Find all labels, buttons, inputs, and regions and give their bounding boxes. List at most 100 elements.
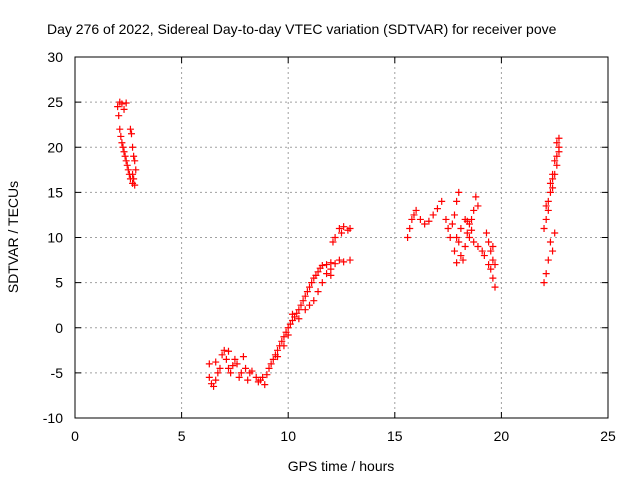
y-tick-label: 0 (55, 320, 63, 336)
data-point (463, 229, 471, 237)
data-point (310, 297, 318, 305)
y-tick-label: 20 (47, 139, 63, 155)
data-point (461, 243, 469, 251)
data-point (455, 188, 463, 196)
data-point (404, 234, 412, 241)
data-point (551, 157, 559, 165)
data-point (118, 139, 126, 147)
grid-layer (75, 57, 608, 418)
y-axis-label: SDTVAR / TECUs (5, 181, 21, 293)
data-point (410, 211, 418, 219)
data-point (306, 283, 314, 291)
y-tick-label: 10 (47, 230, 63, 246)
data-point (323, 270, 331, 278)
data-point (553, 161, 561, 169)
data-point (549, 170, 557, 178)
data-point (491, 283, 499, 291)
data-point (205, 373, 213, 381)
data-point (239, 353, 247, 361)
data-point (225, 347, 233, 355)
data-point (225, 364, 233, 372)
data-point (278, 337, 286, 345)
data-point (235, 373, 243, 381)
y-tick-label: -10 (43, 410, 63, 426)
data-point (114, 103, 122, 111)
data-point (346, 256, 354, 264)
data-point (544, 256, 552, 264)
data-point (274, 353, 282, 361)
data-point (299, 297, 307, 305)
data-point (284, 324, 292, 332)
data-point (117, 132, 125, 140)
data-point (468, 226, 476, 234)
series-segment-2 (205, 223, 354, 390)
y-tick-label: 30 (47, 49, 63, 65)
data-point (205, 360, 213, 368)
data-point (129, 170, 137, 178)
data-point (116, 125, 124, 133)
data-point (546, 179, 554, 187)
data-point (465, 234, 473, 241)
data-point (314, 288, 322, 296)
data-point (340, 258, 348, 266)
data-point (480, 252, 488, 260)
data-point (327, 271, 335, 279)
data-point (485, 261, 493, 269)
data-point (553, 139, 561, 147)
data-point (408, 215, 416, 223)
data-point (438, 197, 446, 205)
data-point (544, 206, 552, 214)
data-point (288, 310, 296, 318)
data-point (489, 256, 497, 264)
data-point (286, 320, 294, 328)
data-point (259, 373, 267, 381)
data-point (303, 288, 311, 296)
data-point (453, 259, 461, 267)
data-point (227, 369, 235, 377)
data-point (122, 157, 130, 165)
data-point (261, 381, 269, 389)
data-point (122, 99, 130, 107)
chart-title: Day 276 of 2022, Sidereal Day-to-day VTE… (47, 21, 557, 37)
data-point (229, 362, 237, 370)
data-point (123, 161, 131, 169)
data-point (263, 371, 271, 379)
x-tick-label: 5 (178, 428, 186, 444)
data-point (269, 355, 277, 363)
data-point (214, 369, 222, 377)
data-point (121, 152, 129, 160)
data-point (544, 197, 552, 205)
data-point (470, 206, 478, 214)
data-point (453, 234, 461, 241)
data-point (489, 274, 497, 282)
data-point (129, 143, 137, 151)
data-point (323, 261, 331, 269)
data-point (340, 223, 348, 231)
data-point (218, 351, 226, 359)
data-point (237, 369, 245, 377)
data-point (470, 238, 478, 246)
data-point (327, 265, 335, 273)
data-point (210, 382, 218, 390)
data-point (491, 261, 499, 269)
data-point (549, 247, 557, 255)
data-point (212, 376, 220, 384)
data-point (474, 202, 482, 210)
data-point (482, 229, 490, 237)
data-point (472, 193, 480, 201)
data-point (540, 224, 548, 232)
data-point (318, 279, 326, 287)
y-tick-label: -5 (51, 365, 64, 381)
data-point (295, 306, 303, 314)
data-point (297, 301, 305, 309)
data-point (540, 279, 548, 287)
x-tick-label: 25 (600, 428, 616, 444)
data-point (416, 215, 424, 223)
series-segment-3 (404, 188, 499, 291)
x-axis-label: GPS time / hours (288, 458, 395, 474)
data-point (331, 234, 339, 241)
data-point (450, 211, 458, 219)
data-point (130, 175, 138, 183)
tick-label-layer: 0 5 10 15 20 25 -10 -5 0 5 10 15 20 25 30 (43, 49, 616, 444)
data-point (295, 315, 303, 323)
